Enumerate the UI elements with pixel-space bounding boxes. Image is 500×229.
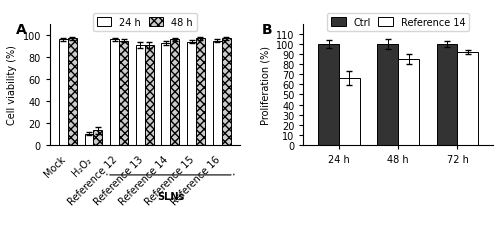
Bar — [68, 39, 77, 145]
Bar — [196, 39, 205, 145]
Bar — [458, 53, 478, 145]
Bar — [436, 45, 458, 145]
Bar — [339, 79, 359, 145]
Bar — [222, 39, 230, 145]
Bar — [59, 40, 68, 145]
Bar — [162, 44, 170, 145]
Text: B: B — [262, 23, 272, 37]
Y-axis label: Cell viability (%): Cell viability (%) — [7, 45, 17, 125]
Bar — [110, 40, 119, 145]
Legend: 24 h, 48 h: 24 h, 48 h — [93, 14, 196, 32]
Bar — [144, 46, 154, 145]
Bar — [398, 60, 419, 145]
Bar — [119, 41, 128, 145]
Bar — [318, 45, 339, 145]
Y-axis label: Proliferation (%): Proliferation (%) — [260, 46, 270, 124]
Bar — [136, 46, 144, 145]
Bar — [84, 134, 94, 145]
Bar — [170, 40, 179, 145]
Bar — [212, 41, 222, 145]
Legend: Ctrl, Reference 14: Ctrl, Reference 14 — [327, 14, 470, 32]
Bar — [94, 131, 102, 145]
Text: A: A — [16, 23, 26, 37]
Bar — [187, 42, 196, 145]
Bar — [378, 45, 398, 145]
Text: SLNs: SLNs — [157, 191, 184, 201]
